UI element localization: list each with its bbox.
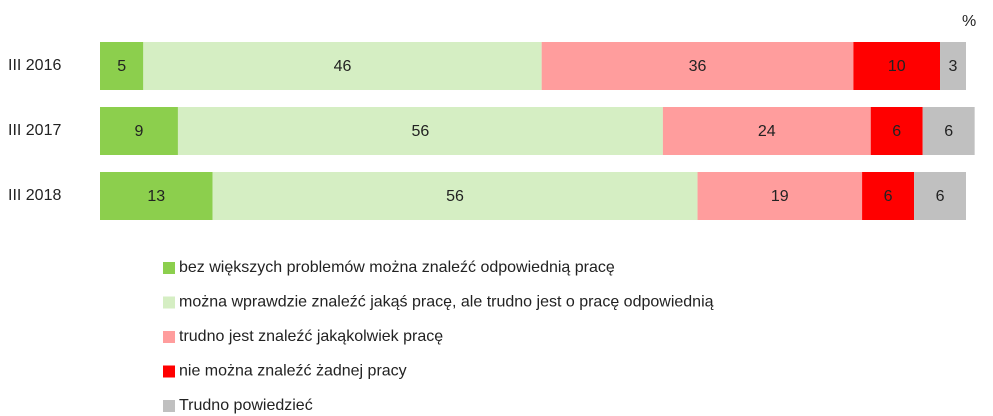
value-label: 6 — [884, 188, 893, 205]
unit-label: % — [962, 13, 976, 30]
bar-segment — [862, 172, 915, 220]
legend-label: można wprawdzie znaleźć jakąś pracę, ale… — [179, 294, 714, 311]
value-label: 3 — [949, 58, 958, 75]
value-label: 56 — [446, 188, 464, 205]
value-label: 13 — [147, 188, 165, 205]
value-label: 24 — [758, 123, 776, 140]
value-label: 46 — [334, 58, 352, 75]
value-label: 6 — [944, 123, 953, 140]
legend-label: Trudno powiedzieć — [179, 397, 313, 414]
legend-swatch — [163, 365, 175, 378]
value-label: 6 — [936, 188, 945, 205]
bar-segment — [922, 107, 975, 155]
bar-segment — [870, 107, 923, 155]
value-label: 5 — [117, 58, 126, 75]
bar-segment — [143, 42, 542, 90]
bar-segment — [100, 42, 144, 90]
legend-swatch — [163, 400, 175, 412]
bar-segment — [541, 42, 854, 90]
legend-swatch — [163, 262, 175, 274]
value-label: 6 — [892, 123, 901, 140]
legend-label: trudno jest znaleźć jakąkolwiek pracę — [179, 328, 443, 345]
bar-segment — [100, 172, 213, 220]
bar-segment — [100, 107, 178, 155]
legend-swatch — [163, 296, 175, 309]
y-tick-label: III 2018 — [8, 187, 61, 204]
y-tick-label: III 2017 — [8, 122, 61, 139]
bar-segment — [914, 172, 966, 220]
value-label: 19 — [771, 188, 789, 205]
value-label: 36 — [689, 58, 707, 75]
legend-label: bez większych problemów można znaleźć od… — [179, 259, 615, 276]
value-label: 56 — [412, 123, 430, 140]
value-label: 9 — [135, 123, 144, 140]
legend-swatch — [163, 331, 175, 343]
y-tick-label: III 2016 — [8, 57, 61, 74]
bar-segment — [853, 42, 941, 90]
legend-label: nie można znaleźć żadnej pracy — [179, 363, 407, 380]
bar-segment — [212, 172, 698, 220]
bar-segment — [177, 107, 663, 155]
value-label: 10 — [888, 58, 906, 75]
bar-segment — [697, 172, 863, 220]
bar-segment — [662, 107, 871, 155]
bar-segment — [940, 42, 966, 90]
